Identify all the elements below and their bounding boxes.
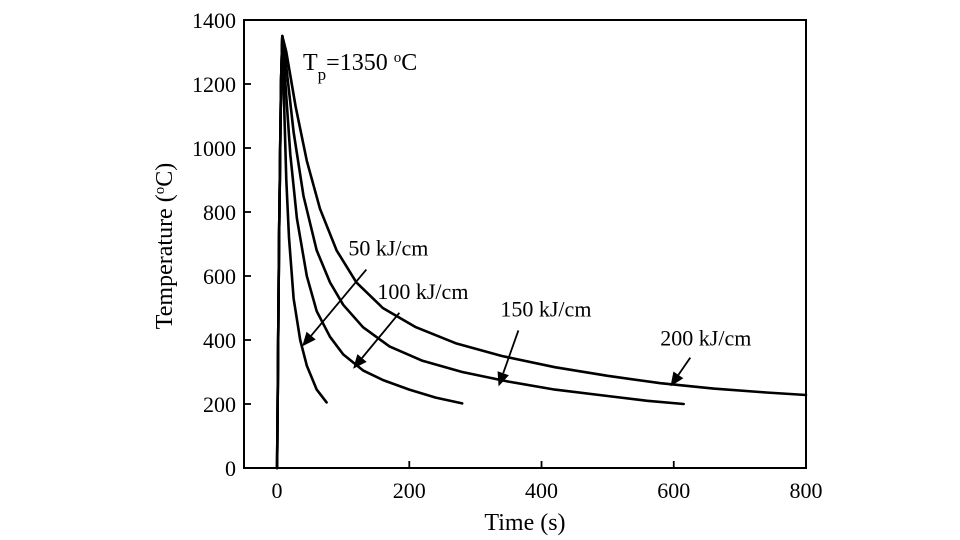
y-tick-label: 1400 — [192, 8, 236, 33]
x-tick-label: 800 — [790, 478, 823, 503]
series-arrow-shaft — [677, 357, 692, 376]
x-tick-label: 0 — [272, 478, 283, 503]
plot-frame — [243, 19, 807, 469]
series-arrows — [302, 269, 692, 387]
series-labels: 50 kJ/cm 100 kJ/cm 150 kJ/cm 200 kJ/cm — [348, 236, 751, 351]
series-label-2: 100 kJ/cm — [377, 279, 468, 304]
series-arrow-head — [670, 371, 684, 387]
annot-sub: p — [318, 65, 327, 84]
x-tick-label: 200 — [393, 478, 426, 503]
annot-sup: o — [394, 50, 402, 66]
series-label-3: 150 kJ/cm — [500, 296, 591, 321]
series-arrow-shaft — [361, 312, 401, 359]
y-tick-label: 800 — [203, 200, 236, 225]
x-axis-title: Time (s) — [484, 510, 565, 536]
y-axis-title-main: Temperature ( — [152, 194, 178, 329]
y-tick-label: 1200 — [192, 72, 236, 97]
peak-temperature-annotation: Tp=1350 oC — [303, 50, 417, 84]
y-tick-label: 400 — [203, 328, 236, 353]
series-label-1: 50 kJ/cm — [348, 236, 428, 261]
series-curves — [275, 34, 808, 470]
series-arrow-head — [353, 354, 367, 369]
series-arrow-shaft — [310, 269, 368, 337]
annot-tail: C — [401, 50, 417, 76]
y-tick-label: 600 — [203, 264, 236, 289]
series-arrow-head — [497, 371, 509, 387]
y-axis-title-sup: o — [152, 187, 168, 195]
tick-labels: 0 200 400 600 800 0 200 400 600 800 1000 1200 1400 — [192, 8, 823, 503]
x-tick-label: 400 — [525, 478, 558, 503]
y-axis-title-tail: C) — [152, 163, 178, 187]
y-tick-label: 1000 — [192, 136, 236, 161]
y-tick-label: 0 — [225, 456, 236, 481]
annot-prefix: T — [303, 50, 318, 76]
series-line-4 — [275, 34, 808, 470]
x-tick-label: 600 — [657, 478, 690, 503]
series-arrow-shaft — [502, 330, 520, 374]
axis-ticks — [244, 19, 807, 469]
annot-mid: =1350 — [326, 50, 394, 76]
series-label-4: 200 kJ/cm — [660, 326, 751, 351]
y-tick-label: 200 — [203, 392, 236, 417]
series-arrow-head — [302, 331, 316, 347]
y-axis-title: Temperature (oC) — [152, 163, 178, 329]
